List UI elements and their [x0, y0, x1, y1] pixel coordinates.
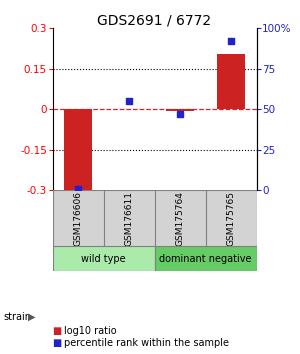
Text: wild type: wild type: [81, 253, 126, 264]
Text: strain: strain: [3, 312, 31, 322]
Text: dominant negative: dominant negative: [159, 253, 252, 264]
Point: [178, 112, 182, 117]
Text: GSM175764: GSM175764: [176, 191, 184, 246]
Text: log10 ratio: log10 ratio: [64, 326, 117, 336]
Point: [76, 186, 80, 192]
Text: ▶: ▶: [28, 312, 35, 322]
Bar: [166, 109, 194, 112]
FancyBboxPatch shape: [154, 246, 256, 271]
FancyBboxPatch shape: [52, 190, 256, 246]
Text: GSM176611: GSM176611: [124, 191, 134, 246]
Text: ■: ■: [52, 338, 62, 348]
Text: percentile rank within the sample: percentile rank within the sample: [64, 338, 230, 348]
Text: ■: ■: [52, 326, 62, 336]
Point: [127, 98, 131, 104]
Bar: [64, 109, 92, 192]
Bar: [217, 54, 245, 109]
FancyBboxPatch shape: [52, 246, 154, 271]
Text: GSM176606: GSM176606: [74, 191, 82, 246]
Point: [229, 39, 233, 44]
Text: GSM175765: GSM175765: [226, 191, 236, 246]
Title: GDS2691 / 6772: GDS2691 / 6772: [98, 13, 212, 27]
